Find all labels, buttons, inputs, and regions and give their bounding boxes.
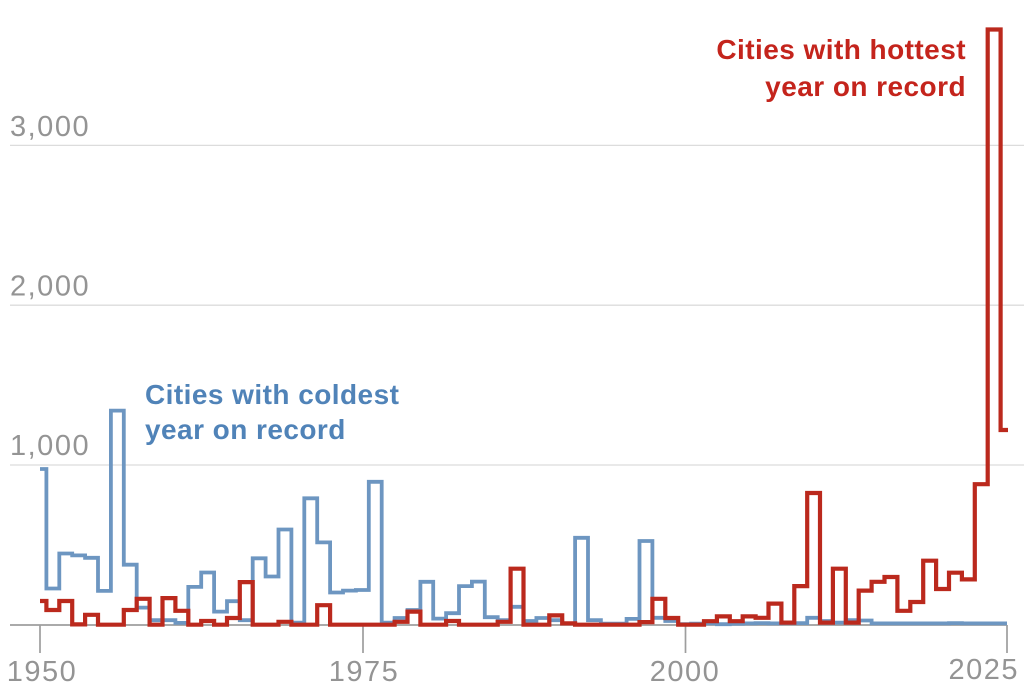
svg-text:2000: 2000 bbox=[650, 656, 721, 688]
svg-text:year on record: year on record bbox=[765, 71, 966, 102]
svg-text:1975: 1975 bbox=[329, 656, 400, 688]
svg-text:1950: 1950 bbox=[7, 656, 78, 688]
svg-text:year on record: year on record bbox=[145, 414, 346, 445]
svg-text:Cities with coldest: Cities with coldest bbox=[145, 379, 399, 410]
svg-text:2,000: 2,000 bbox=[10, 271, 90, 303]
svg-text:1,000: 1,000 bbox=[10, 430, 90, 462]
svg-text:2025: 2025 bbox=[948, 654, 1019, 686]
svg-text:Cities with hottest: Cities with hottest bbox=[716, 34, 966, 65]
svg-text:3,000: 3,000 bbox=[10, 111, 90, 143]
